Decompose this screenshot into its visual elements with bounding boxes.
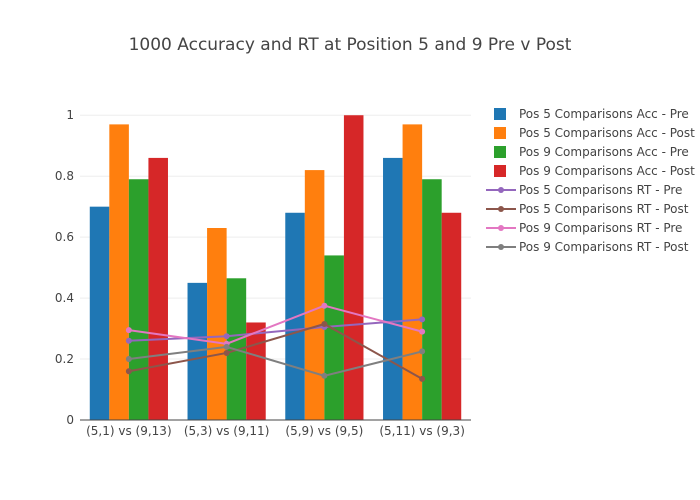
y-tick-label: 0: [66, 413, 74, 427]
line-point[interactable]: [125, 337, 132, 344]
line-point[interactable]: [223, 349, 230, 356]
line-point[interactable]: [419, 328, 426, 335]
series-line[interactable]: [128, 304, 423, 345]
series-line[interactable]: [128, 322, 423, 380]
y-tick-label: 0.8: [55, 169, 74, 183]
bar[interactable]: [343, 115, 364, 420]
legend-label[interactable]: Pos 5 Comparisons RT - Pre: [519, 183, 682, 197]
x-tick-label: (5,9) vs (9,5): [285, 424, 363, 438]
y-tick-label: 0.2: [55, 352, 74, 366]
bar[interactable]: [402, 124, 423, 420]
line-point[interactable]: [321, 321, 328, 327]
legend-label[interactable]: Pos 5 Comparisons Acc - Post: [519, 126, 695, 140]
legend-marker: [498, 206, 504, 212]
line-point[interactable]: [321, 372, 328, 379]
bar[interactable]: [422, 179, 442, 420]
series-line[interactable]: [128, 345, 423, 377]
legend-marker: [498, 225, 504, 231]
y-tick-label: 0.4: [55, 291, 74, 305]
bar[interactable]: [89, 206, 110, 420]
legend[interactable]: Pos 5 Comparisons Acc - Pre Pos 5 Compari…: [486, 107, 695, 254]
y-tick-label: 1: [66, 108, 74, 122]
line-point[interactable]: [419, 316, 426, 323]
legend-label[interactable]: Pos 5 Comparisons RT - Post: [519, 202, 689, 216]
legend-label[interactable]: Pos 9 Comparisons Acc - Post: [519, 164, 695, 178]
line-point[interactable]: [125, 356, 132, 363]
chart-title: 1000 Accuracy and RT at Position 5 and 9…: [129, 35, 572, 55]
line-point[interactable]: [125, 327, 132, 334]
x-tick-label: (5,1) vs (9,13): [86, 424, 172, 438]
legend-swatch: [494, 165, 506, 177]
series-line[interactable]: [128, 318, 423, 342]
bar[interactable]: [383, 157, 403, 420]
legend-swatch: [494, 127, 506, 139]
line-point[interactable]: [321, 302, 328, 309]
bar[interactable]: [324, 255, 344, 420]
line-point[interactable]: [125, 368, 132, 375]
legend-marker: [498, 187, 504, 193]
legend-label[interactable]: Pos 9 Comparisons RT - Post: [519, 240, 689, 254]
bars: [89, 115, 462, 420]
lines: [125, 302, 426, 382]
x-tick-label: (5,11) vs (9,3): [379, 424, 465, 438]
legend-marker: [498, 244, 504, 250]
line-point[interactable]: [419, 348, 426, 355]
line-point[interactable]: [223, 343, 230, 350]
bar[interactable]: [148, 157, 168, 420]
bar[interactable]: [207, 228, 227, 420]
bar[interactable]: [246, 322, 266, 420]
bar[interactable]: [128, 179, 149, 420]
bar[interactable]: [304, 170, 325, 420]
legend-swatch: [494, 146, 506, 158]
legend-label[interactable]: Pos 9 Comparisons Acc - Pre: [519, 145, 689, 159]
legend-label[interactable]: Pos 5 Comparisons Acc - Pre: [519, 107, 689, 121]
legend-label[interactable]: Pos 9 Comparisons RT - Pre: [519, 221, 682, 235]
line-point[interactable]: [419, 375, 426, 382]
y-tick-label: 0.6: [55, 230, 74, 244]
axes: 0 0.2 0.4 0.6 0.8 1 (5,1) vs (9,13) (5,3) vs (9…: [55, 108, 471, 438]
x-tick-label: (5,3) vs (9,11): [184, 424, 270, 438]
legend-swatch: [494, 108, 506, 120]
line-point[interactable]: [223, 333, 230, 340]
bar[interactable]: [441, 212, 462, 420]
bar[interactable]: [109, 124, 129, 420]
